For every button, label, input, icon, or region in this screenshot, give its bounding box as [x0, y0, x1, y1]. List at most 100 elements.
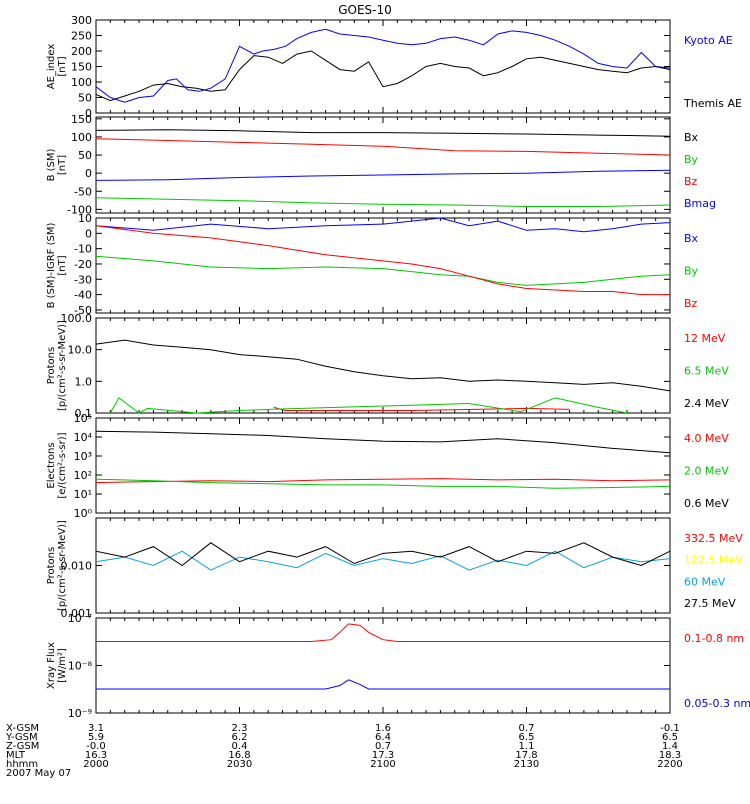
legend-entry: 332.5 MeV	[684, 532, 743, 545]
series-line	[95, 50, 671, 102]
y-tick-label: -100	[67, 203, 92, 216]
axis-tick-value: 6.5	[519, 732, 535, 743]
panel-frame	[95, 317, 671, 414]
axis-tick-value: 2100	[370, 759, 395, 770]
date-label: 2007 May 07	[6, 768, 71, 779]
y-tick-label: -40	[74, 289, 92, 302]
series-line	[95, 255, 671, 286]
y-tick-label: 10³	[74, 450, 92, 463]
y-tick-label: 10⁻⁸	[68, 660, 93, 673]
y-tick-label: 100	[71, 131, 92, 144]
axis-row-label: Y-GSM	[5, 732, 38, 743]
y-tick-label: 250	[71, 30, 92, 43]
axis-tick-value: 6.5	[662, 732, 678, 743]
series-line	[95, 430, 671, 454]
legend-entry: Bmag	[684, 197, 716, 210]
panel-5: 10⁰ 10¹ 10² 10³ 10⁴ 10⁵ Electrons [e/(cm²-s-sr)…	[46, 412, 729, 520]
y-tick-label: 100	[71, 76, 92, 89]
legend-entry: 60 MeV	[684, 575, 726, 588]
chart-title: GOES-10	[338, 3, 392, 17]
y-tick-label: 10⁴	[74, 431, 93, 444]
axis-tick-value: 2.3	[232, 723, 248, 734]
y-axis-label: Protons	[46, 547, 57, 584]
y-axis-label: [W/m²]	[57, 648, 68, 683]
axis-tick-value: 2030	[227, 759, 252, 770]
legend-entry: By	[684, 153, 699, 166]
panel-frame	[95, 116, 671, 214]
panel-6: 0.001 0.010 Protons [p/(cm²-s-sr-MeV)] 332.5…	[46, 517, 743, 620]
legend-entry: Bx	[684, 131, 699, 144]
legend-entry: Themis AE	[683, 97, 742, 110]
y-tick-label: 10²	[74, 469, 92, 482]
series-line	[95, 339, 671, 392]
y-tick-label: -50	[74, 185, 92, 198]
panel-2: -100 -50 0 50 100 150 B (SM) [nT] Bx By Bz Bmag	[46, 113, 716, 217]
series-line	[109, 397, 628, 414]
panel-4: 0.1 1.0 10.0 100.0 Protons [p/(cm²-s-sr-MeV)]…	[46, 312, 729, 420]
legend-entry: Bz	[684, 297, 698, 310]
y-tick-label: -50	[74, 304, 92, 317]
legend-entry: 0.1-0.8 nm	[684, 632, 744, 645]
panel-frame	[95, 417, 671, 514]
panel-frame	[95, 617, 671, 714]
y-tick-label: 0.001	[61, 607, 93, 620]
axis-tick-value: 17.3	[372, 750, 394, 761]
legend-entry: 2.0 MeV	[684, 465, 729, 478]
y-tick-label: 50	[78, 149, 92, 162]
axis-tick-value: 17.8	[515, 750, 537, 761]
legend-entry: 27.5 MeV	[684, 597, 736, 610]
series-line	[96, 623, 670, 642]
legend-entry: Bx	[684, 232, 699, 245]
y-tick-label: 10.0	[68, 344, 93, 357]
y-axis-label: [nT]	[57, 155, 68, 175]
y-tick-label: 300	[71, 14, 92, 27]
axis-tick-value: 2200	[657, 759, 682, 770]
y-tick-label: 0.1	[75, 407, 93, 420]
y-tick-label: 10⁰	[74, 507, 93, 520]
axis-tick-value: 16.8	[228, 750, 250, 761]
y-axis-label: [p/(cm²-s-sr-MeV)]	[57, 520, 68, 611]
axis-row-label: Z-GSM	[6, 741, 39, 752]
panel-7: 10⁻⁹ 10⁻⁸ 10⁻⁷ Xray Flux [W/m²] 0.1-0.8 nm 0.0…	[46, 612, 750, 720]
legend-entry: Kyoto AE	[684, 34, 733, 47]
series-line	[95, 197, 671, 207]
axis-tick-value: 1.4	[662, 741, 678, 752]
axis-tick-value: 16.3	[85, 750, 107, 761]
axis-row-label: X-GSM	[6, 723, 39, 734]
series-line	[95, 550, 671, 571]
y-tick-label: 200	[71, 45, 92, 58]
y-tick-label: 10¹	[74, 488, 92, 501]
axis-tick-value: -0.0	[86, 741, 106, 752]
axis-tick-value: 18.3	[659, 750, 681, 761]
legend-entry: 122.5 MeV	[684, 554, 743, 567]
series-line	[95, 478, 671, 484]
series-line	[95, 542, 671, 567]
y-axis-label: Electrons	[46, 442, 57, 488]
series-line	[95, 28, 671, 103]
axis-tick-value: 0.7	[375, 741, 391, 752]
series-line	[96, 679, 670, 690]
panel-3: -50 -40 -30 -20 -10 0 10 B (SM)-IGRF (SM) [nT] Bx…	[46, 212, 699, 317]
series-line	[95, 129, 671, 137]
y-axis-label: Xray Flux	[46, 642, 57, 689]
axis-tick-value: 6.2	[232, 732, 248, 743]
series-line	[95, 138, 671, 156]
legend-entry: 0.05-0.3 nm	[684, 697, 750, 710]
series-line	[95, 225, 670, 296]
y-axis-label: B (SM)-IGRF (SM)	[46, 223, 57, 309]
y-tick-label: 50	[78, 92, 92, 105]
legend-entry: 2.4 MeV	[684, 397, 729, 410]
y-tick-label: 100.0	[61, 312, 93, 325]
y-axis-label: [e/(cm²-s-sr)]	[57, 432, 68, 498]
series-line	[95, 169, 671, 181]
y-tick-label: 0	[85, 107, 92, 120]
axis-tick-value: 3.1	[88, 723, 104, 734]
y-axis-label: B (SM)	[46, 148, 57, 181]
y-tick-label: 150	[71, 113, 92, 126]
legend-entry: Bz	[684, 175, 698, 188]
y-axis-label: [p/(cm²-s-sr-MeV)]	[57, 320, 68, 411]
legend-entry: By	[684, 265, 699, 278]
axis-tick-value: 6.4	[375, 732, 391, 743]
axis-tick-value: 2000	[83, 759, 108, 770]
